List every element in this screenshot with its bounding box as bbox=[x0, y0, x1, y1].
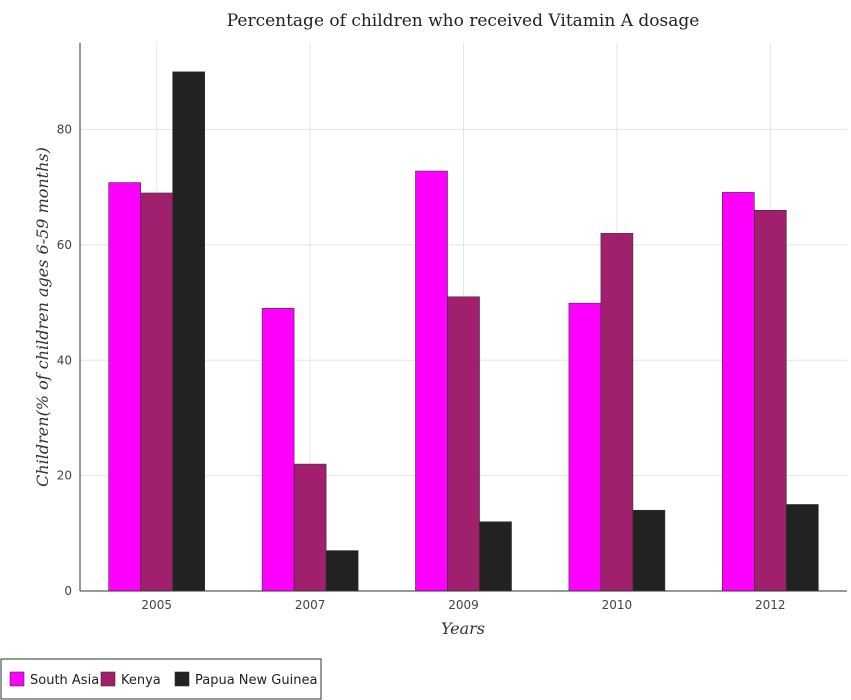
legend-swatch bbox=[9, 671, 25, 687]
tick-labels: 0 20 40 60 80 2005 2007 2009 2010 2012 bbox=[57, 123, 786, 612]
x-tick-label: 2005 bbox=[141, 598, 172, 612]
bar-south-asia-2009 bbox=[415, 170, 448, 592]
bar-papua-new-guinea-2010 bbox=[632, 509, 666, 592]
y-tick-label: 40 bbox=[57, 353, 72, 367]
y-tick-label: 60 bbox=[57, 238, 72, 252]
x-tick-label: 2012 bbox=[755, 598, 786, 612]
bar-south-asia-2012 bbox=[721, 192, 755, 592]
bar-papua-new-guinea-2009 bbox=[479, 521, 512, 592]
legend-label: Papua New Guinea bbox=[195, 673, 317, 688]
y-tick-label: 0 bbox=[64, 584, 72, 598]
bar-papua-new-guinea-2012 bbox=[785, 504, 819, 592]
bar-kenya-2005 bbox=[140, 192, 173, 592]
legend-label: Kenya bbox=[121, 673, 161, 688]
y-tick-label: 80 bbox=[57, 123, 72, 137]
chart-title: Percentage of children who received Vita… bbox=[227, 11, 700, 31]
x-tick-label: 2009 bbox=[448, 598, 479, 612]
bar-kenya-2010 bbox=[600, 233, 634, 592]
bar-kenya-2012 bbox=[753, 209, 787, 592]
bar-south-asia-2010 bbox=[568, 302, 602, 592]
legend: South Asia Kenya Papua New Guinea bbox=[0, 658, 322, 700]
bar-papua-new-guinea-2005 bbox=[172, 71, 205, 592]
legend-swatch bbox=[174, 671, 190, 687]
bar-south-asia-2007 bbox=[261, 308, 295, 592]
legend-box bbox=[0, 658, 322, 700]
bar-kenya-2007 bbox=[293, 463, 327, 592]
x-tick-label: 2010 bbox=[602, 598, 633, 612]
y-axis-title: Children(% of children ages 6-59 months) bbox=[33, 147, 52, 487]
legend-swatch bbox=[100, 671, 116, 687]
y-tick-label: 20 bbox=[57, 469, 72, 483]
legend-label: South Asia bbox=[30, 673, 99, 688]
axes bbox=[79, 43, 847, 592]
bar-papua-new-guinea-2007 bbox=[325, 550, 359, 592]
bar-south-asia-2005 bbox=[108, 182, 141, 592]
x-tick-label: 2007 bbox=[295, 598, 326, 612]
x-axis-title: Years bbox=[441, 619, 485, 638]
bar-kenya-2009 bbox=[447, 296, 480, 592]
